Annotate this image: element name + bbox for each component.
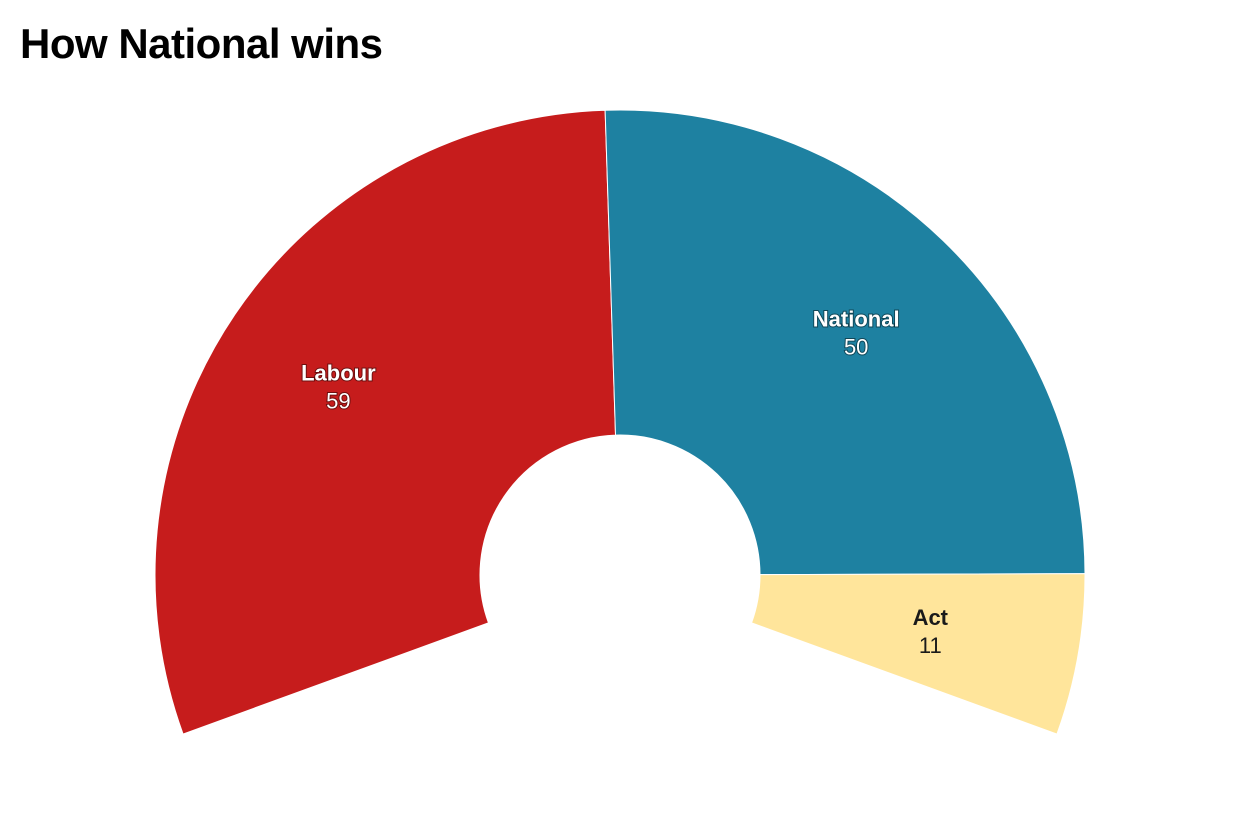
chart-title: How National wins [20, 20, 383, 67]
slice-label-act: Act [913, 605, 949, 630]
labels-group: Labour 59 National 50 Act 11 [300, 305, 949, 658]
slice-labour [154, 109, 617, 735]
slice-label-labour: Labour [301, 360, 376, 385]
slice-label-national: National [813, 306, 900, 331]
slice-value-act: 11 [919, 633, 942, 658]
slices-group [154, 109, 1086, 735]
slice-act [750, 573, 1086, 735]
slice-value-national: 50 [844, 334, 868, 359]
slice-national [604, 109, 1086, 576]
slice-value-labour: 59 [326, 388, 350, 413]
